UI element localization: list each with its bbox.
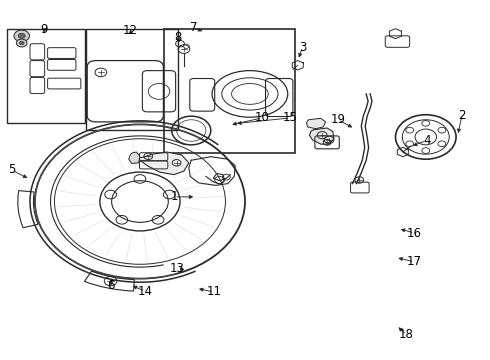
Text: 17: 17 <box>407 255 422 268</box>
Text: 4: 4 <box>423 134 431 147</box>
Text: 15: 15 <box>283 112 297 125</box>
Circle shape <box>18 33 25 39</box>
Text: 10: 10 <box>255 112 270 125</box>
Text: 16: 16 <box>407 226 422 239</box>
Text: 1: 1 <box>171 190 178 203</box>
Text: 18: 18 <box>399 328 414 341</box>
Text: 6: 6 <box>107 279 115 292</box>
Text: 8: 8 <box>174 31 181 44</box>
Circle shape <box>16 39 27 47</box>
Text: 11: 11 <box>206 285 221 298</box>
Text: 12: 12 <box>123 24 138 37</box>
Bar <box>164 30 295 153</box>
Bar <box>6 30 85 123</box>
Bar <box>86 30 178 130</box>
Text: 3: 3 <box>299 41 306 54</box>
Polygon shape <box>138 152 189 175</box>
Polygon shape <box>129 152 140 163</box>
Polygon shape <box>307 118 326 129</box>
Circle shape <box>19 41 24 45</box>
Circle shape <box>14 30 29 41</box>
Text: 13: 13 <box>170 262 185 275</box>
Text: 9: 9 <box>41 23 48 36</box>
Circle shape <box>175 41 184 47</box>
Text: 2: 2 <box>458 109 466 122</box>
Text: 14: 14 <box>137 285 152 298</box>
Polygon shape <box>310 128 334 144</box>
Text: 5: 5 <box>8 163 15 176</box>
Text: 19: 19 <box>330 113 345 126</box>
Text: 7: 7 <box>190 21 197 34</box>
